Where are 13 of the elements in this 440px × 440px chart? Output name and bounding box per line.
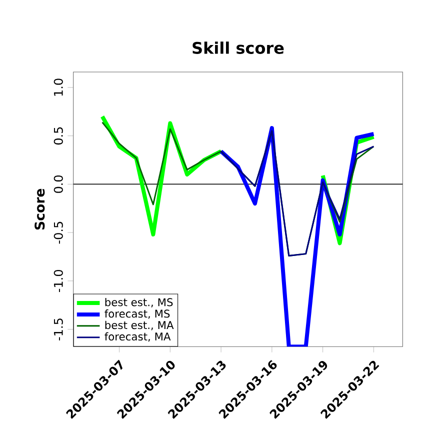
legend-label: forecast, MA (104, 332, 171, 342)
y-tick-label: -1.0 (54, 270, 63, 292)
line-series (220, 130, 374, 256)
y-tick-label: 0.0 (54, 175, 63, 193)
legend-label: forecast, MS (104, 309, 170, 319)
y-axis-title: Score (34, 188, 45, 230)
legend-label: best est., MS (105, 298, 173, 308)
y-tick-label: -0.5 (54, 222, 63, 244)
legend-label: best est., MA (105, 320, 174, 330)
y-tick-label: -1.5 (54, 318, 63, 340)
y-tick-label: 0.5 (54, 127, 63, 145)
chart-title: Skill score (192, 42, 284, 54)
y-tick-label: 1.0 (54, 78, 63, 96)
